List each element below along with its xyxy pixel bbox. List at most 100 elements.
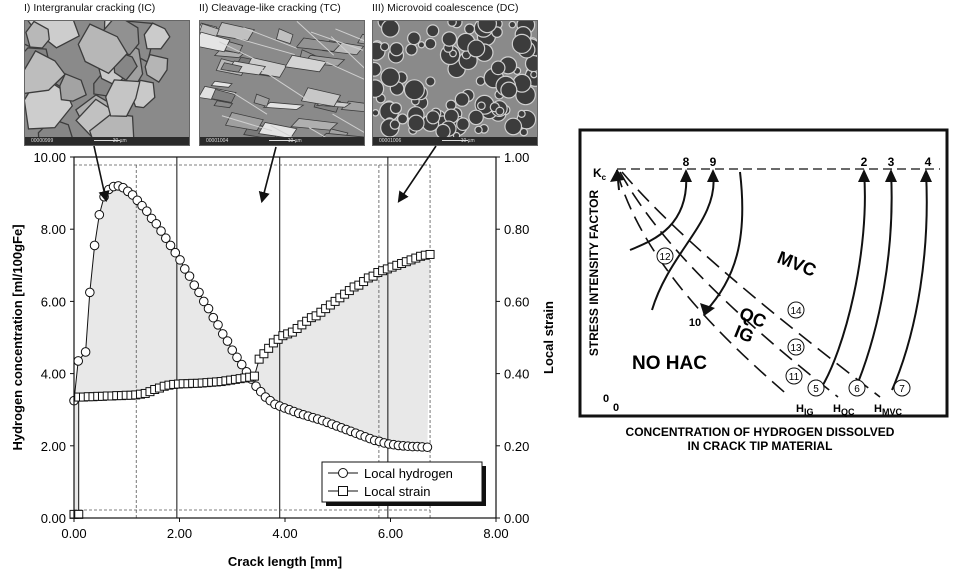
strain-point: [264, 343, 274, 353]
circled-number-7: 7: [893, 379, 911, 397]
y2-tick-label: 1.00: [504, 150, 529, 165]
y2-tick-label: 0.60: [504, 294, 529, 309]
circled-number-6: 6: [848, 379, 866, 397]
diagram-x-label-line1: CONCENTRATION OF HYDROGEN DISSOLVED: [626, 425, 895, 439]
svg-text:5: 5: [813, 384, 819, 395]
y2-tick-label: 0.00: [504, 511, 529, 526]
svg-text:12: 12: [659, 252, 671, 263]
sem-photo-microvoid: 00001006 10 µm: [372, 20, 538, 146]
arrow-head-9: [707, 169, 719, 182]
hydrogen-point: [151, 218, 162, 229]
strain-point: [254, 354, 264, 364]
curve-4: [891, 171, 928, 391]
sem-scale-label: 10 µm: [287, 138, 302, 144]
photo-caption-intergranular: I) Intergranular cracking (IC): [24, 2, 156, 14]
curve-label-8: 8: [683, 155, 690, 169]
region-mvc: MVC: [775, 247, 820, 281]
hydrogen-point: [203, 303, 214, 314]
qc-boundary-curve: [619, 171, 839, 398]
hydrogen-point: [198, 296, 209, 307]
legend-marker-circle: [338, 468, 348, 478]
photo-pointer-arrow: [258, 146, 277, 204]
y-axis-label: Hydrogen concentration [ml/100gFe]: [10, 224, 25, 450]
strain-point: [249, 371, 259, 381]
y-tick-label: 8.00: [41, 222, 66, 237]
hydrogen-point: [160, 233, 171, 244]
x-axis-label: Crack length [mm]: [228, 554, 342, 569]
photo-pointer-arrow: [93, 145, 110, 203]
svg-text:7: 7: [899, 384, 905, 395]
photo-caption-microvoid: III) Microvoid coalescence (DC): [372, 2, 519, 14]
arrow-head-3: [885, 169, 897, 182]
hydrogen-point: [422, 442, 433, 453]
sem-photo-intergranular: 00000999 30 µm: [24, 20, 190, 146]
origin-y-label: 0: [603, 393, 609, 405]
sem-id-label: 00001004: [206, 138, 229, 144]
curve-label-9: 9: [710, 155, 717, 169]
arrow-head-kc: [610, 169, 624, 182]
circled-number-12: 12: [656, 247, 674, 265]
curve-label-3: 3: [888, 155, 895, 169]
arrow-head-8: [680, 169, 692, 182]
kc-label: Kc: [593, 166, 607, 182]
diagram-frame: [578, 128, 949, 418]
hydrogen-point: [222, 336, 233, 346]
strain-point: [425, 249, 435, 259]
y-tick-label: 0.00: [41, 511, 66, 526]
y2-tick-label: 0.40: [504, 367, 529, 382]
hydrogen-point: [80, 347, 91, 357]
arrow-head-10: [700, 303, 715, 316]
photo-caption-cleavage: II) Cleavage-like cracking (TC): [199, 2, 341, 14]
curve-label-2: 2: [861, 155, 868, 169]
photo-pointer-arrow: [397, 145, 437, 203]
x-tick-label: 2.00: [167, 526, 192, 541]
legend-strain: Local strain: [364, 484, 430, 499]
cleavage-texture: [200, 21, 364, 145]
y2-tick-label: 0.20: [504, 439, 529, 454]
curve-10: [704, 171, 744, 313]
h-qc-label: HQC: [833, 403, 855, 417]
hydrogen-point: [189, 280, 200, 290]
y-tick-label: 2.00: [41, 439, 66, 454]
ig-boundary-curve: [616, 171, 791, 398]
x-tick-label: 8.00: [483, 526, 508, 541]
hydrogen-point: [179, 264, 190, 274]
intergranular-texture: [25, 21, 189, 145]
x-tick-label: 4.00: [272, 526, 297, 541]
curve-label-4: 4: [925, 155, 932, 169]
sem-scale-label: 10 µm: [460, 138, 475, 144]
y2-tick-label: 0.80: [504, 222, 529, 237]
svg-text:14: 14: [790, 306, 802, 317]
circled-number-13: 13: [787, 338, 805, 356]
hydrogen-point: [170, 247, 181, 258]
sem-scale-label: 30 µm: [112, 138, 127, 144]
origin-x-label: 0: [613, 402, 619, 414]
strain-point: [259, 349, 269, 359]
hydrogen-point: [156, 226, 166, 236]
hydrogen-point: [94, 209, 105, 220]
diagram-x-label-line2: IN CRACK TIP MATERIAL: [688, 439, 833, 453]
mvc-boundary-curve: [621, 171, 881, 398]
hydrogen-point: [184, 271, 195, 281]
y-tick-label: 4.00: [41, 367, 66, 382]
hydrogen-point: [232, 352, 242, 363]
h-ig-label: HIG: [796, 403, 813, 417]
hydrogen-point: [213, 320, 223, 330]
hydrogen-point: [141, 206, 152, 216]
region-no-hac: NO HAC: [632, 353, 707, 374]
svg-text:11: 11: [789, 372, 800, 383]
legend-marker-square: [338, 486, 348, 496]
curve-label-10: 10: [689, 317, 701, 329]
sem-id-label: 00001006: [379, 138, 402, 144]
h-mvc-label: HMVC: [874, 403, 902, 417]
hydrogen-point: [236, 359, 247, 370]
legend-hydrogen: Local hydrogen: [364, 466, 453, 481]
hydrogen-point: [194, 287, 204, 298]
diagram-y-label: STRESS INTENSITY FACTOR: [587, 190, 601, 357]
microvoid-texture: [373, 21, 537, 145]
hydrogen-point: [217, 329, 228, 339]
svg-text:6: 6: [854, 384, 860, 395]
curve-8: [629, 171, 688, 251]
